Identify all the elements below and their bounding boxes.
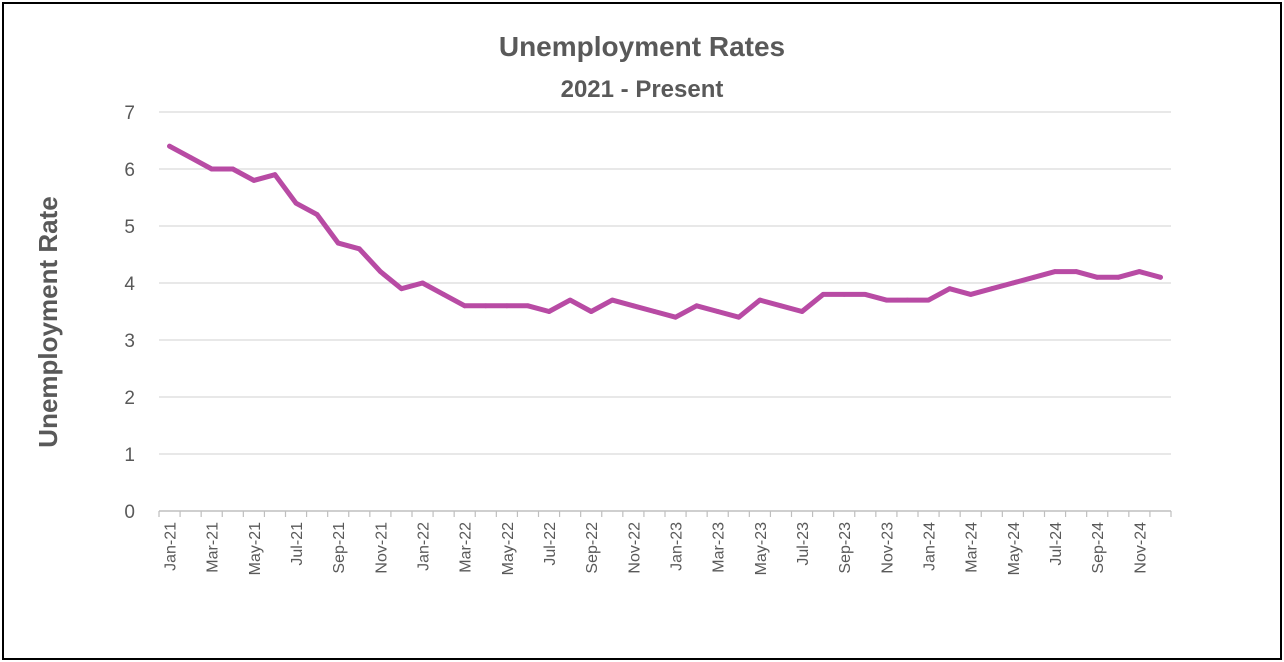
x-tick-label: Jul-24 xyxy=(1048,522,1065,566)
data-point xyxy=(483,303,489,309)
data-point xyxy=(441,292,447,297)
data-point xyxy=(820,292,826,297)
x-tick-label: Sep-24 xyxy=(1090,522,1107,574)
x-tick-label: May-22 xyxy=(500,522,517,575)
series-layer xyxy=(167,143,1163,320)
x-axis xyxy=(158,510,1172,517)
data-point xyxy=(209,166,215,172)
data-point xyxy=(799,309,805,314)
data-point xyxy=(694,303,700,309)
data-point xyxy=(1115,274,1121,280)
x-tick-label: Jul-23 xyxy=(795,522,812,566)
data-point xyxy=(504,303,510,309)
data-point xyxy=(1136,269,1142,274)
data-point xyxy=(588,309,594,314)
x-tick-label: Sep-23 xyxy=(837,522,854,574)
data-point xyxy=(989,286,995,292)
x-tick-label: Mar-22 xyxy=(458,522,475,573)
data-point xyxy=(377,269,383,274)
x-tick-label: Sep-21 xyxy=(331,522,348,574)
x-tick-label: Nov-23 xyxy=(879,522,896,574)
data-point xyxy=(251,178,257,183)
y-tick-label: 5 xyxy=(124,217,135,238)
y-tick-label: 3 xyxy=(124,331,135,352)
x-tick-label: Mar-24 xyxy=(964,522,981,573)
data-point xyxy=(862,292,868,297)
data-point xyxy=(293,200,299,206)
x-tick-label: Jan-22 xyxy=(416,522,433,571)
x-tick-label: Jul-22 xyxy=(542,522,559,566)
y-tick-label: 2 xyxy=(124,388,135,409)
data-point xyxy=(1052,269,1058,274)
data-point xyxy=(1158,274,1163,280)
data-point xyxy=(399,286,404,292)
data-point xyxy=(546,309,552,314)
data-point xyxy=(736,314,742,320)
data-point xyxy=(715,309,721,314)
data-point xyxy=(905,297,910,303)
x-tick-label: May-23 xyxy=(753,522,770,575)
data-point xyxy=(420,280,425,286)
data-point xyxy=(462,303,468,309)
y-tick-label: 1 xyxy=(124,445,135,466)
y-tick-label: 6 xyxy=(124,160,135,181)
data-point xyxy=(757,297,763,303)
y-tick-label: 4 xyxy=(124,274,135,295)
x-tick-label: Jan-24 xyxy=(922,522,939,571)
data-point xyxy=(926,297,931,303)
x-tick-label: Nov-22 xyxy=(626,522,643,574)
data-point xyxy=(314,212,320,218)
x-tick-labels: Jan-21 Mar-21 May-21 Jul-21 Sep-21 Nov-21 Jan-… xyxy=(163,522,1150,575)
y-tick-label: 0 xyxy=(124,502,135,523)
chart-title: Unemployment Rates xyxy=(499,31,785,62)
data-point xyxy=(1073,269,1079,274)
x-tick-label: Sep-22 xyxy=(584,522,601,574)
y-tick-label: 7 xyxy=(124,103,135,124)
data-point xyxy=(230,166,236,172)
data-point xyxy=(567,297,573,303)
x-tick-label: Nov-21 xyxy=(373,522,390,574)
data-point xyxy=(947,286,953,292)
x-tick-label: Mar-23 xyxy=(711,522,728,573)
data-point xyxy=(272,172,278,178)
data-point xyxy=(335,240,341,246)
x-tick-label: May-24 xyxy=(1006,522,1023,575)
data-point xyxy=(883,297,889,303)
data-point xyxy=(1031,274,1037,280)
series-line xyxy=(167,143,1163,320)
data-point xyxy=(356,246,362,252)
x-tick-label: Jan-23 xyxy=(669,522,686,571)
data-point xyxy=(630,303,636,309)
data-point xyxy=(609,297,615,303)
x-tick-label: Jan-21 xyxy=(163,522,180,571)
data-point xyxy=(778,303,784,309)
data-point xyxy=(652,309,657,314)
data-point xyxy=(167,143,172,149)
x-tick-label: May-21 xyxy=(247,522,264,575)
x-tick-label: Nov-24 xyxy=(1132,522,1149,574)
data-point xyxy=(673,314,678,320)
data-point xyxy=(968,292,974,297)
x-tick-label: Jul-21 xyxy=(289,522,306,566)
data-point xyxy=(525,303,531,309)
y-tick-labels: 0 1 2 3 4 5 6 7 xyxy=(124,103,135,523)
data-point xyxy=(1010,280,1016,286)
data-point xyxy=(841,292,847,297)
chart-subtitle: 2021 - Present xyxy=(561,76,724,103)
y-axis-label: Unemployment Rate xyxy=(33,196,63,447)
data-point xyxy=(1094,274,1100,280)
x-tick-label: Mar-21 xyxy=(205,522,222,573)
data-point xyxy=(188,155,194,161)
